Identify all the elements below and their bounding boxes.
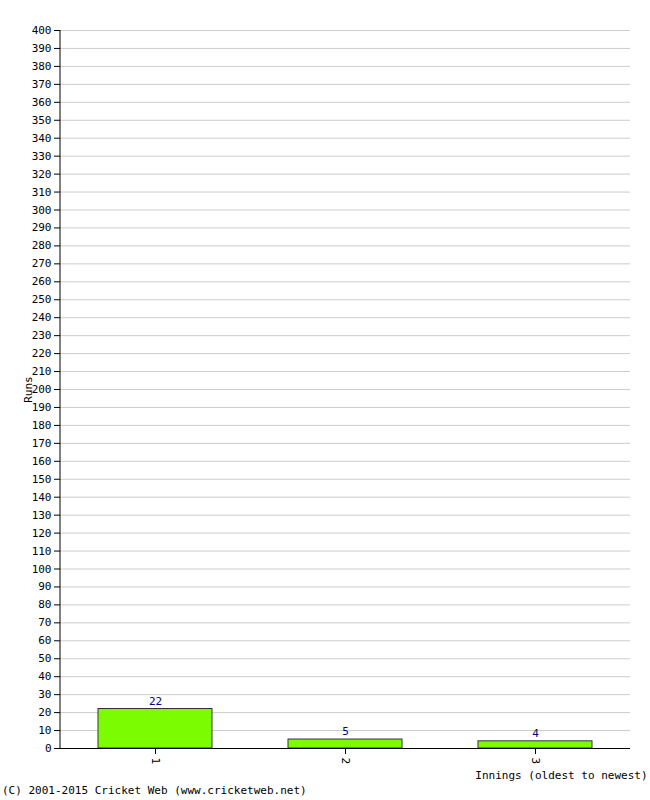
svg-text:100: 100 xyxy=(32,563,52,576)
svg-text:230: 230 xyxy=(32,329,52,342)
svg-text:210: 210 xyxy=(32,365,52,378)
svg-text:390: 390 xyxy=(32,42,52,55)
svg-text:60: 60 xyxy=(38,634,51,647)
svg-text:220: 220 xyxy=(32,347,52,360)
svg-text:250: 250 xyxy=(32,293,52,306)
svg-text:360: 360 xyxy=(32,96,52,109)
svg-text:1: 1 xyxy=(149,758,162,765)
svg-text:310: 310 xyxy=(32,186,52,199)
svg-text:140: 140 xyxy=(32,491,52,504)
svg-text:330: 330 xyxy=(32,150,52,163)
svg-text:190: 190 xyxy=(31,401,52,414)
svg-text:70: 70 xyxy=(38,616,51,629)
svg-text:20: 20 xyxy=(38,706,51,719)
svg-text:40: 40 xyxy=(38,670,51,683)
svg-text:80: 80 xyxy=(38,598,51,611)
svg-text:90: 90 xyxy=(38,580,51,593)
svg-text:110: 110 xyxy=(32,545,52,558)
svg-text:290: 290 xyxy=(32,221,52,234)
svg-text:170: 170 xyxy=(32,437,52,450)
svg-text:10: 10 xyxy=(38,724,51,737)
svg-text:2: 2 xyxy=(339,758,352,765)
html-text:(C) 2001-2015 Cricket Web (www: (C) 2001-2015 Cricket Web (www.cricketwe… xyxy=(2,784,307,797)
svg-text:Runs: Runs xyxy=(22,376,35,403)
svg-text:260: 260 xyxy=(32,275,52,288)
svg-text:240: 240 xyxy=(32,311,52,324)
svg-text:340: 340 xyxy=(32,132,52,145)
svg-text:370: 370 xyxy=(32,78,52,91)
svg-text:Innings (oldest to newest): Innings (oldest to newest) xyxy=(475,769,647,782)
svg-text:120: 120 xyxy=(32,527,52,540)
svg-text:50: 50 xyxy=(38,652,51,665)
svg-text:3: 3 xyxy=(529,758,542,765)
svg-text:380: 380 xyxy=(32,60,52,73)
svg-text:22: 22 xyxy=(149,695,162,708)
svg-text:280: 280 xyxy=(32,239,52,252)
svg-text:4: 4 xyxy=(532,727,539,740)
svg-text:5: 5 xyxy=(342,725,349,738)
svg-text:270: 270 xyxy=(32,257,52,270)
svg-text:180: 180 xyxy=(32,419,52,432)
svg-text:150: 150 xyxy=(32,473,52,486)
svg-text:200: 200 xyxy=(31,383,52,396)
svg-text:350: 350 xyxy=(32,114,52,127)
svg-text:300: 300 xyxy=(32,204,52,217)
svg-text:320: 320 xyxy=(32,168,52,181)
svg-text:130: 130 xyxy=(32,509,52,522)
svg-text:400: 400 xyxy=(32,24,52,37)
svg-text:0: 0 xyxy=(45,742,52,755)
svg-text:160: 160 xyxy=(32,455,52,468)
svg-text:30: 30 xyxy=(38,688,51,701)
